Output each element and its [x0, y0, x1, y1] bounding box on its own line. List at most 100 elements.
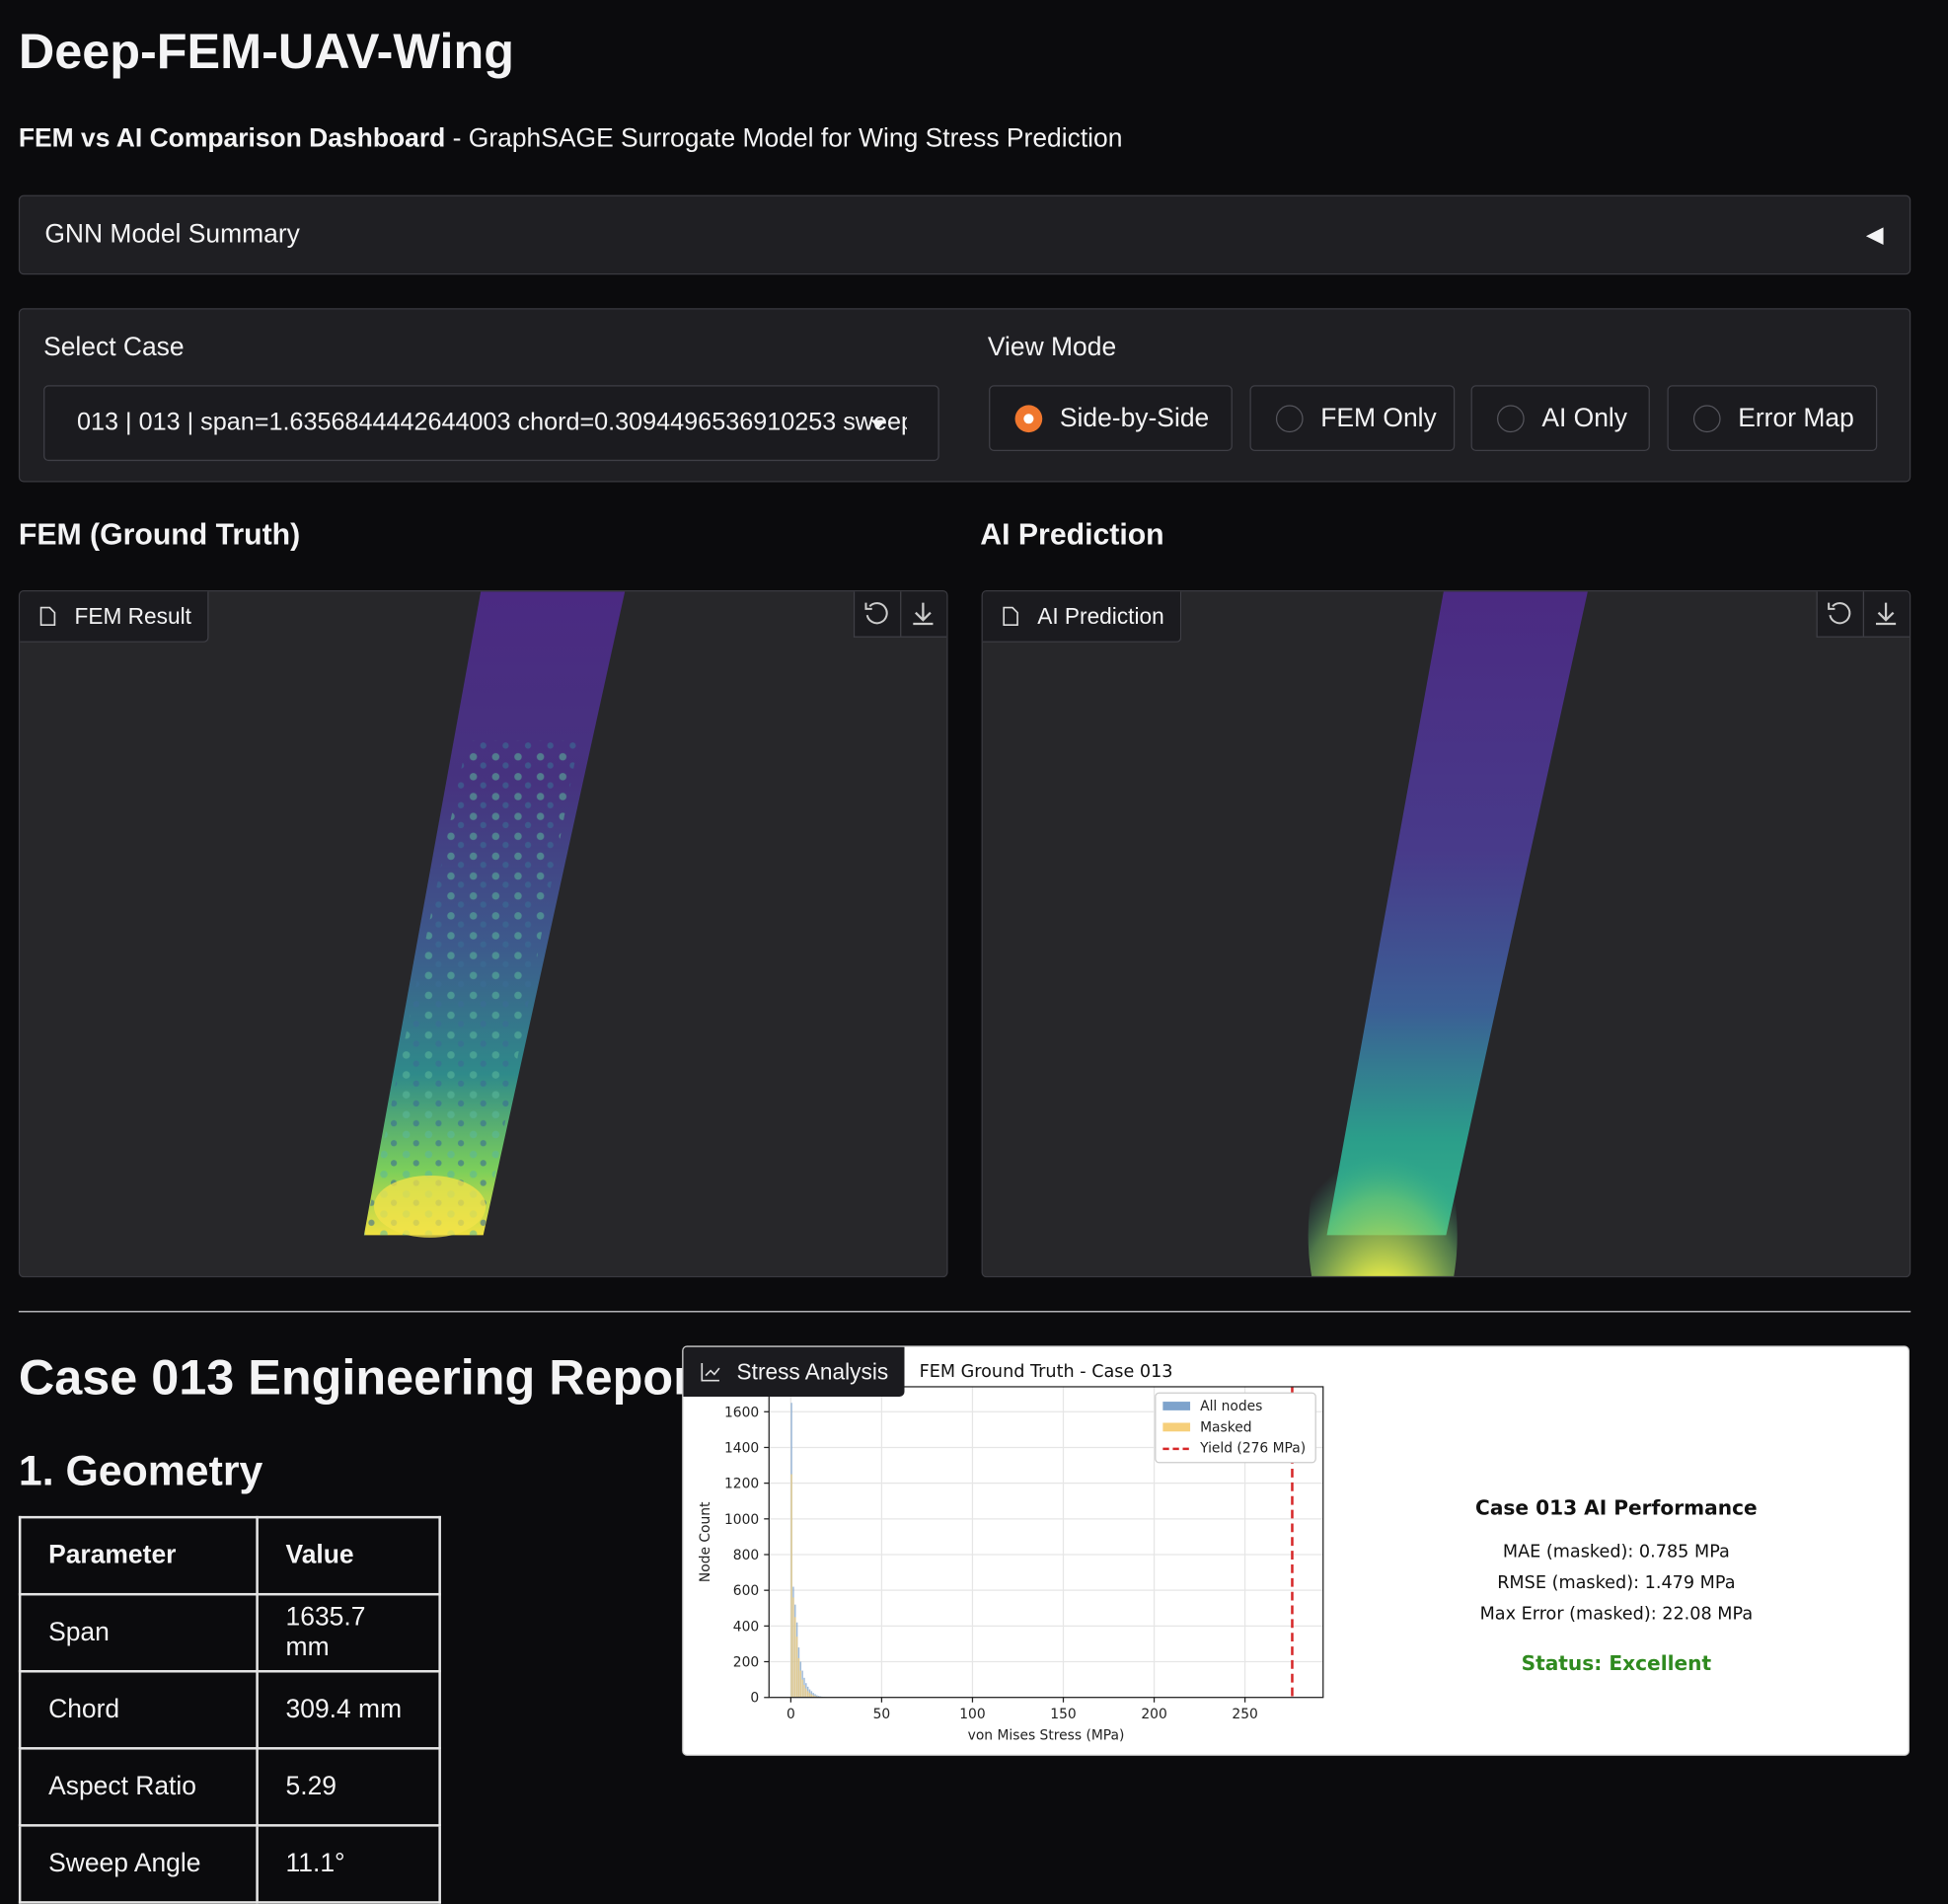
- histogram-bar: [803, 1685, 804, 1698]
- tab-label: FEM Result: [75, 604, 191, 629]
- cell: 1635.7 mm: [258, 1594, 440, 1671]
- divider: [19, 1311, 1911, 1312]
- histogram-bar: [805, 1689, 806, 1698]
- accordion-label: GNN Model Summary: [44, 220, 300, 250]
- legend-label: Yield (276 MPa): [1199, 1441, 1306, 1457]
- histogram-bar: [800, 1671, 801, 1698]
- radio-label: Error Map: [1738, 404, 1854, 433]
- accordion-arrow: [1865, 226, 1885, 246]
- file-icon: [39, 606, 55, 626]
- radio-option[interactable]: Side-by-Side: [989, 385, 1233, 451]
- legend-swatch: [1162, 1402, 1190, 1410]
- x-tick-label: 50: [873, 1707, 891, 1722]
- section-title: 1. Geometry: [19, 1448, 262, 1496]
- header-cell: Value: [258, 1517, 440, 1594]
- image-panel: AI Prediction: [982, 590, 1911, 1277]
- cell: 309.4 mm: [258, 1671, 440, 1748]
- y-tick-label: 1200: [724, 1477, 759, 1492]
- metric: RMSE (masked): 1.479 MPa: [1368, 1573, 1865, 1604]
- report-title: Case 013 Engineering Report: [19, 1350, 710, 1407]
- x-axis-label: von Mises Stress (MPa): [968, 1728, 1125, 1744]
- ai-wing-image: [983, 591, 1911, 1277]
- y-tick-label: 800: [733, 1548, 759, 1563]
- image-panel: FEM Result: [19, 590, 948, 1277]
- cell: 11.1°: [258, 1825, 440, 1902]
- x-tick-label: 250: [1232, 1707, 1257, 1722]
- y-tick-label: 600: [733, 1583, 759, 1599]
- chart-tab: Stress Analysis: [683, 1347, 904, 1397]
- case-value: 013 | 013 | span=1.6356844442644003 chor…: [77, 409, 907, 437]
- y-tick-label: 0: [750, 1691, 759, 1707]
- panel-heading: FEM (Ground Truth): [19, 518, 300, 553]
- cell: Sweep Angle: [20, 1825, 257, 1902]
- image-tab: FEM Result: [20, 591, 208, 643]
- app-title: Deep-FEM-UAV-Wing: [19, 25, 514, 81]
- cell: 5.29: [258, 1748, 440, 1825]
- summary-accordion[interactable]: GNN Model Summary: [19, 195, 1911, 275]
- radio-dot: [1015, 405, 1043, 432]
- y-tick-label: 1400: [724, 1441, 759, 1457]
- chart-icon: [701, 1362, 720, 1382]
- y-tick-label: 200: [733, 1655, 759, 1671]
- status: Status: Excellent: [1368, 1651, 1865, 1675]
- legend-swatch: [1162, 1422, 1190, 1431]
- histogram-bar: [790, 1475, 791, 1698]
- radio-option[interactable]: AI Only: [1471, 385, 1650, 451]
- chart-title: FEM Ground Truth - Case 013: [920, 1362, 1173, 1382]
- case-label: Select Case: [43, 333, 185, 362]
- histogram-bar: [792, 1597, 793, 1697]
- radio-dot: [1497, 405, 1525, 432]
- y-tick-label: 400: [733, 1619, 759, 1635]
- view-label: View Mode: [988, 333, 1116, 362]
- histogram-bar: [809, 1693, 810, 1698]
- y-axis-label: Node Count: [698, 1501, 713, 1582]
- subtitle: FEM vs AI Comparison Dashboard - GraphSA…: [19, 124, 1123, 154]
- subtitle-text: - GraphSAGE Surrogate Model for Wing Str…: [445, 124, 1122, 153]
- dropdown-caret: [869, 419, 887, 431]
- radio-option[interactable]: Error Map: [1667, 385, 1877, 451]
- case-dropdown[interactable]: 013 | 013 | span=1.6356844442644003 chor…: [43, 385, 939, 461]
- histogram-bar: [801, 1680, 802, 1698]
- tool-icons: [855, 591, 946, 636]
- x-tick-label: 0: [787, 1707, 795, 1722]
- file-icon: [1003, 606, 1018, 626]
- cell: Chord: [20, 1671, 257, 1748]
- stress-panel: FEM Ground Truth - Case 013 0 200 400 600 800…: [682, 1345, 1910, 1755]
- cell: Span: [20, 1594, 257, 1671]
- radio-dot: [1276, 405, 1304, 432]
- image-tools[interactable]: [1817, 591, 1910, 638]
- histogram-bar: [796, 1637, 797, 1697]
- radio-label: Side-by-Side: [1060, 404, 1209, 433]
- performance-title: Case 013 AI Performance: [1368, 1496, 1865, 1543]
- fem-wing-image: [20, 591, 947, 1277]
- x-tick-label: 100: [959, 1707, 985, 1722]
- image-tab: AI Prediction: [983, 591, 1182, 643]
- radio-option[interactable]: FEM Only: [1249, 385, 1455, 451]
- histogram-bar: [794, 1617, 795, 1697]
- radio-label: AI Only: [1541, 404, 1627, 433]
- radio-label: FEM Only: [1320, 404, 1437, 433]
- tool-icons: [1818, 591, 1910, 636]
- histogram-bar: [798, 1658, 799, 1698]
- y-tick-label: 1600: [724, 1405, 759, 1420]
- tab-label: AI Prediction: [1037, 604, 1163, 629]
- cell: Aspect Ratio: [20, 1748, 257, 1825]
- histogram-bar: [807, 1691, 808, 1697]
- image-tools[interactable]: [854, 591, 946, 638]
- header-cell: Parameter: [20, 1517, 257, 1594]
- x-tick-label: 150: [1050, 1707, 1076, 1722]
- subtitle-bold: FEM vs AI Comparison Dashboard: [19, 124, 445, 153]
- metric: Max Error (masked): 22.08 MPa: [1368, 1604, 1865, 1651]
- metric: MAE (masked): 0.785 MPa: [1368, 1542, 1865, 1572]
- tab-label: Stress Analysis: [737, 1359, 889, 1384]
- legend-label: Masked: [1200, 1419, 1251, 1435]
- performance: Case 013 AI Performance MAE (masked): 0.…: [1368, 1496, 1865, 1675]
